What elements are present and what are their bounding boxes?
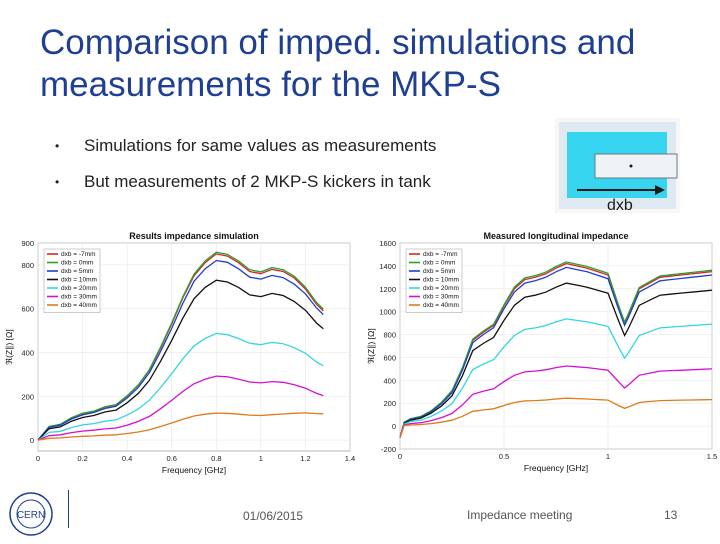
legend-label: dxb = -7mm: [423, 251, 458, 258]
legend-label: dxb = 5mm: [61, 268, 93, 275]
legend-label: dxb = 40mm: [61, 302, 97, 309]
x-tick-label: 1: [259, 454, 263, 463]
series-line-5: [37, 375, 324, 441]
y-tick-label: 200: [383, 399, 396, 408]
x-tick-label: 0: [36, 454, 40, 463]
y-tick-label: 1200: [379, 285, 396, 294]
logo-text: CERN: [17, 510, 45, 521]
y-tick-label: 600: [21, 305, 34, 314]
legend-label: dxb = 20mm: [61, 285, 97, 292]
legend-label: dxb = 10mm: [61, 277, 97, 284]
kicker-inset-svg: dxb: [559, 122, 678, 214]
logo-ring: [9, 492, 53, 536]
series-line-3: [399, 282, 713, 438]
x-tick-label: 0.4: [122, 454, 132, 463]
simulation-chart: Results impedance simulation 0 0.2 0.4 0.6 0.…: [4, 231, 355, 475]
footer-page-number: 13: [664, 508, 678, 522]
series-line-5: [399, 365, 713, 438]
y-axis-label: ℜ(Z∥) [Ω]: [366, 328, 376, 363]
series-line-6: [399, 397, 713, 438]
legend-box: [43, 248, 101, 313]
measurement-chart: Measured longitudinal impedance 0 0.5 1 1.5 -…: [366, 231, 717, 473]
kicker-inset-diagram: dxb: [555, 118, 680, 214]
x-axis-label: Frequency [GHz]: [162, 465, 226, 475]
y-tick-label: 0: [30, 436, 34, 445]
x-tick-label: 0: [398, 452, 402, 461]
inset-ferrite: [594, 153, 678, 179]
cern-logo: CERN: [6, 489, 56, 539]
series-line-2: [37, 259, 324, 441]
chart-title: Measured longitudinal impedance: [483, 231, 628, 241]
x-tick-label: 0.2: [77, 454, 87, 463]
legend-label: dxb = 0mm: [423, 260, 455, 267]
legend-label: dxb = 30mm: [423, 294, 459, 301]
y-tick-label: 900: [21, 239, 34, 248]
series-line-2: [399, 266, 713, 438]
inset-beam-point: [629, 164, 633, 168]
series-line-4: [399, 318, 713, 438]
series-line-4: [37, 332, 324, 441]
footer-divider: [68, 490, 69, 528]
legend-label: dxb = 20mm: [423, 285, 459, 292]
x-tick-label: 0.5: [499, 452, 509, 461]
y-tick-label: 600: [383, 353, 396, 362]
y-axis-label: ℜ(Z∥) [Ω]: [4, 329, 14, 364]
legend-label: dxb = 10mm: [423, 277, 459, 284]
series-line-6: [37, 412, 324, 441]
footer-date: 01/06/2015: [243, 509, 304, 523]
series-line-1: [37, 251, 324, 441]
legend-label: dxb = -7mm: [61, 251, 96, 258]
y-tick-label: 1000: [379, 308, 396, 317]
inset-label: dxb: [607, 197, 633, 213]
x-tick-label: 0.8: [211, 454, 221, 463]
series-line-3: [37, 279, 324, 441]
y-tick-label: 400: [383, 376, 396, 385]
bullet-list: Simulations for same values as measureme…: [52, 136, 436, 208]
bullet-item: But measurements of 2 MKP-S kickers in t…: [52, 172, 436, 208]
y-tick-label: 800: [21, 261, 34, 270]
x-tick-label: 1.5: [707, 452, 717, 461]
legend-label: dxb = 40mm: [423, 302, 459, 309]
inset-arrow-head: [655, 185, 665, 195]
bullet-item: Simulations for same values as measureme…: [52, 136, 436, 172]
y-tick-label: 1600: [379, 239, 396, 248]
y-tick-label: 0: [392, 422, 396, 431]
legend-label: dxb = 0mm: [61, 260, 93, 267]
legend-label: dxb = 5mm: [423, 268, 455, 275]
legend-box: [405, 248, 463, 313]
series-line-1: [399, 261, 713, 438]
y-tick-label: 800: [383, 331, 396, 340]
y-tick-label: 1400: [379, 262, 396, 271]
legend-label: dxb = 30mm: [61, 294, 97, 301]
chart-title: Results impedance simulation: [129, 231, 259, 241]
x-tick-label: 0.6: [166, 454, 176, 463]
y-tick-label: -200: [381, 445, 396, 454]
footer-event: Impedance meeting: [467, 508, 573, 522]
y-tick-label: 400: [21, 348, 34, 357]
x-tick-label: 1.4: [345, 454, 355, 463]
logo-inner-ring: [16, 499, 46, 529]
x-tick-label: 1: [606, 452, 610, 461]
slide-title: Comparison of imped. simulations and mea…: [40, 23, 636, 104]
y-tick-label: 200: [21, 392, 34, 401]
x-axis-label: Frequency [GHz]: [524, 463, 588, 473]
x-tick-label: 1.2: [300, 454, 310, 463]
